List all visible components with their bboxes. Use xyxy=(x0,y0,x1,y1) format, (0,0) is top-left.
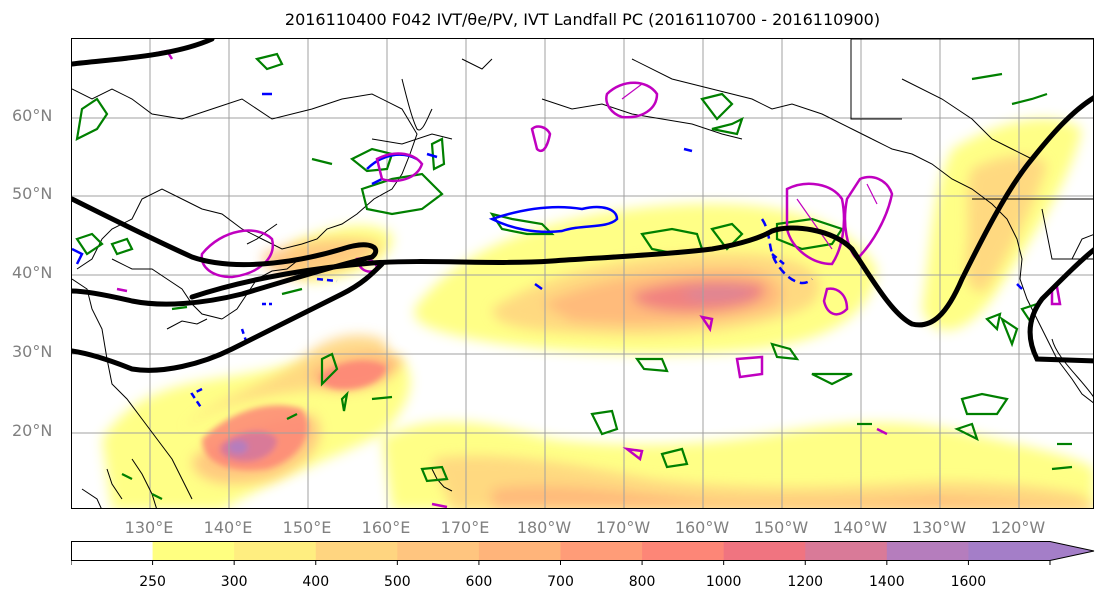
lon-label-130e: 130°E xyxy=(124,518,174,537)
colorbar-tick-label: 1200 xyxy=(787,574,824,590)
lon-label-160w: 160°W xyxy=(674,518,730,537)
lon-label-160e: 160°E xyxy=(361,518,411,537)
colorbar-segment xyxy=(478,541,561,561)
lon-label-150w: 150°W xyxy=(753,518,809,537)
colorbar-tick-label: 500 xyxy=(383,574,411,590)
coastlines xyxy=(72,39,1093,508)
colorbar-extend-arrow xyxy=(1050,541,1094,561)
colorbar-tick-label: 600 xyxy=(465,574,493,590)
lon-label-150e: 150°E xyxy=(282,518,332,537)
colorbar-segment xyxy=(723,541,806,561)
colorbar-segment xyxy=(805,541,888,561)
colorbar-segment xyxy=(968,541,1051,561)
colorbar-tick-label: 700 xyxy=(547,574,574,590)
colorbar-segment xyxy=(71,541,154,561)
map-panel xyxy=(71,38,1094,509)
lat-label-30n: 30°N xyxy=(12,342,53,361)
lat-label-40n: 40°N xyxy=(12,263,53,282)
colorbar-tick-label: 400 xyxy=(302,574,330,590)
map-svg xyxy=(72,39,1093,508)
lon-label-140e: 140°E xyxy=(203,518,253,537)
lon-label-140w: 140°W xyxy=(832,518,888,537)
lat-label-20n: 20°N xyxy=(12,421,53,440)
lon-label-120w: 120°W xyxy=(990,518,1046,537)
colorbar-segment xyxy=(234,541,317,561)
colorbar-outline xyxy=(71,541,1095,561)
colorbar-segment xyxy=(560,541,643,561)
colorbar-tick-label: 1000 xyxy=(705,574,742,590)
colorbar-tick-label: 300 xyxy=(220,574,248,590)
colorbar-tick-label: 1600 xyxy=(950,574,987,590)
colorbar-segment xyxy=(642,541,725,561)
colorbar-tick-label: 800 xyxy=(628,574,656,590)
colorbar-segment xyxy=(886,541,969,561)
colorbar-svg xyxy=(70,541,1095,565)
lat-label-60n: 60°N xyxy=(12,106,53,125)
colorbar-tick-label: 1400 xyxy=(869,574,905,590)
jet-streamlines xyxy=(72,39,1093,373)
green-contours xyxy=(75,52,1073,500)
colorbar-tick-label: 250 xyxy=(139,574,166,590)
colorbar-segment xyxy=(397,541,480,561)
lon-label-180w: 180°W xyxy=(516,518,572,537)
lat-label-50n: 50°N xyxy=(12,184,53,203)
colorbar-segment xyxy=(315,541,398,561)
colorbar xyxy=(70,541,1095,569)
ivt-shading xyxy=(102,118,1093,508)
plot-title: 2016110400 F042 IVT/θe/PV, IVT Landfall … xyxy=(284,10,881,29)
lon-label-170e: 170°E xyxy=(440,518,490,537)
lon-label-130w: 130°W xyxy=(911,518,967,537)
colorbar-segment xyxy=(152,541,235,561)
lon-label-170w: 170°W xyxy=(595,518,651,537)
